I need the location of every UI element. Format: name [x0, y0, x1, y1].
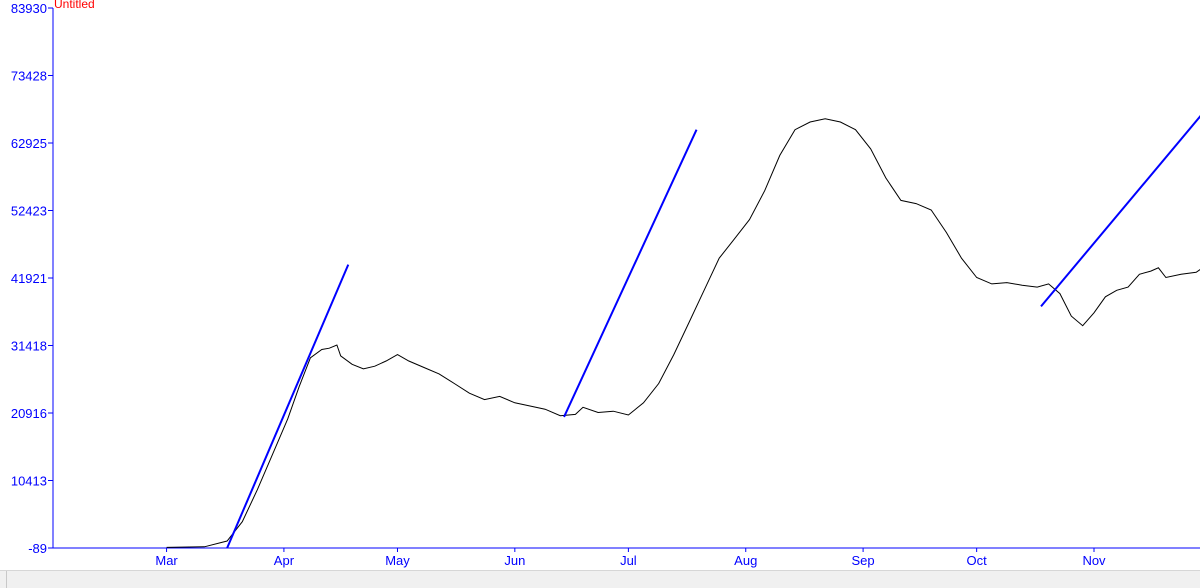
x-axis-ticks: Mar Apr May Jun Jul Aug Sep Oct Nov [155, 548, 1106, 568]
trendline[interactable] [226, 264, 350, 549]
chart-title: Untitled [54, 0, 95, 11]
y-tick-label: 52423 [11, 203, 47, 218]
x-tick-label: Jul [620, 553, 637, 568]
y-tick-label: 31418 [11, 339, 47, 354]
y-tick-label: 73428 [11, 68, 47, 83]
series-line [166, 118, 1200, 548]
x-tick-label: Sep [852, 553, 875, 568]
x-tick-label: Apr [274, 553, 295, 568]
y-tick-label: 10413 [11, 474, 47, 489]
y-tick-label: 62925 [11, 136, 47, 151]
trendline[interactable] [1040, 17, 1200, 308]
y-axis-ticks: 83930 73428 62925 52423 41921 31418 20916 10413… [11, 1, 53, 556]
x-tick-label: Aug [734, 553, 757, 568]
x-tick-label: Mar [155, 553, 178, 568]
trendline[interactable] [563, 129, 698, 418]
y-tick-label: 20916 [11, 406, 47, 421]
status-bar [0, 570, 1200, 588]
x-tick-label: Nov [1082, 553, 1106, 568]
y-tick-label: 41921 [11, 271, 47, 286]
y-tick-label: 83930 [11, 1, 47, 16]
x-tick-label: Oct [967, 553, 988, 568]
y-tick-label: -89 [28, 541, 47, 556]
x-tick-label: May [385, 553, 410, 568]
trendline-layer [226, 17, 1200, 549]
x-tick-label: Jun [504, 553, 525, 568]
series-layer [166, 118, 1200, 548]
status-cell [0, 571, 7, 588]
